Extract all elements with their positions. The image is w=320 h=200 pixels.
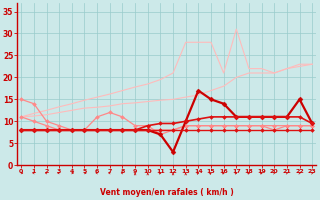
X-axis label: Vent moyen/en rafales ( km/h ): Vent moyen/en rafales ( km/h ) [100,188,234,197]
